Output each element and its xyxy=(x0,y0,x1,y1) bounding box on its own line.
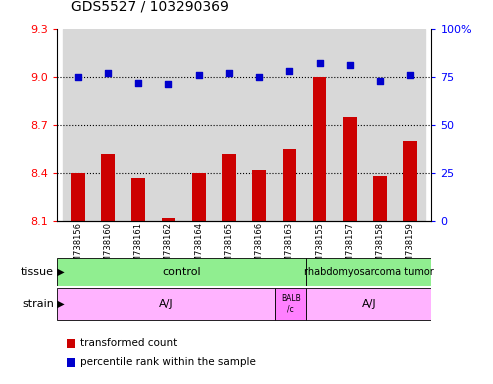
Text: A/J: A/J xyxy=(159,299,173,309)
Bar xyxy=(274,29,305,221)
Bar xyxy=(71,173,85,221)
FancyBboxPatch shape xyxy=(307,258,431,286)
FancyBboxPatch shape xyxy=(307,288,431,320)
Text: A/J: A/J xyxy=(362,299,376,309)
Point xyxy=(74,74,82,80)
Bar xyxy=(222,154,236,221)
Bar xyxy=(214,29,244,221)
Text: ▶: ▶ xyxy=(54,266,65,277)
Bar xyxy=(93,29,123,221)
Bar xyxy=(192,173,206,221)
Bar xyxy=(252,170,266,221)
Point xyxy=(346,62,354,68)
Text: BALB
/c: BALB /c xyxy=(281,294,301,313)
Text: strain: strain xyxy=(22,299,54,309)
Point xyxy=(406,72,414,78)
Text: percentile rank within the sample: percentile rank within the sample xyxy=(80,357,256,367)
Bar xyxy=(313,77,326,221)
Text: control: control xyxy=(162,266,201,277)
Bar xyxy=(183,29,214,221)
FancyBboxPatch shape xyxy=(57,258,307,286)
Bar xyxy=(373,176,387,221)
Text: GDS5527 / 103290369: GDS5527 / 103290369 xyxy=(71,0,229,13)
Point xyxy=(316,60,323,66)
Bar xyxy=(343,117,356,221)
Bar xyxy=(244,29,274,221)
Text: rhabdomyosarcoma tumor: rhabdomyosarcoma tumor xyxy=(304,266,434,277)
Bar xyxy=(282,149,296,221)
Point xyxy=(134,79,142,86)
FancyBboxPatch shape xyxy=(57,288,275,320)
Bar xyxy=(123,29,153,221)
Bar xyxy=(101,154,115,221)
Bar xyxy=(403,141,417,221)
Point xyxy=(285,68,293,74)
Point xyxy=(104,70,112,76)
Bar xyxy=(395,29,425,221)
Text: tissue: tissue xyxy=(21,266,54,277)
Point xyxy=(165,81,173,88)
Text: transformed count: transformed count xyxy=(80,338,177,348)
Point xyxy=(255,74,263,80)
Point xyxy=(376,78,384,84)
Text: ▶: ▶ xyxy=(54,299,65,309)
Bar xyxy=(153,29,183,221)
Bar xyxy=(335,29,365,221)
Bar xyxy=(162,218,176,221)
Bar xyxy=(63,29,93,221)
FancyBboxPatch shape xyxy=(275,288,307,320)
Bar xyxy=(305,29,335,221)
Bar xyxy=(132,177,145,221)
Point xyxy=(195,72,203,78)
Point xyxy=(225,70,233,76)
Bar xyxy=(365,29,395,221)
